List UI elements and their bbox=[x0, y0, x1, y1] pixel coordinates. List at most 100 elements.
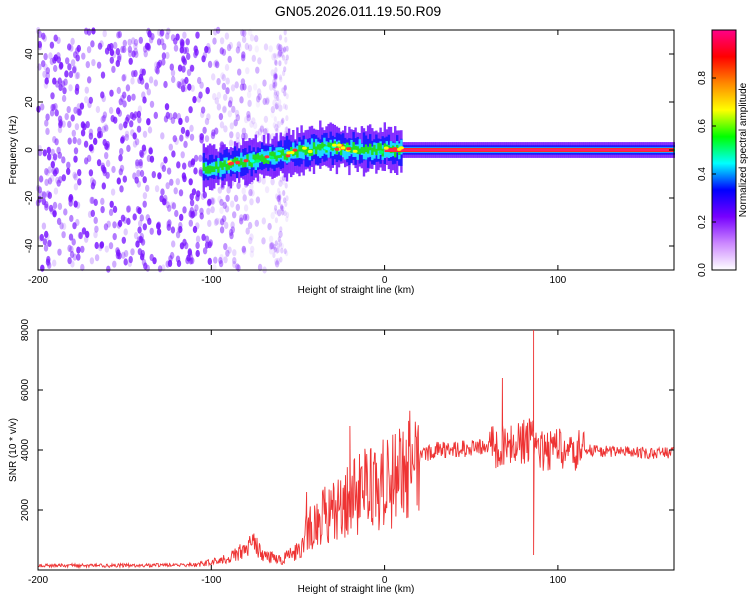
heatmap-cell bbox=[97, 42, 103, 50]
heatmap-cell bbox=[136, 169, 141, 177]
heatmap-cell bbox=[256, 88, 262, 96]
heatmap-cell bbox=[257, 128, 263, 136]
heatmap-cell bbox=[219, 37, 225, 45]
heatmap-cell bbox=[273, 247, 277, 253]
heatmap-cell bbox=[285, 54, 289, 61]
heatmap-cell bbox=[195, 222, 200, 230]
heatmap-cell bbox=[54, 138, 59, 146]
heatmap-ridge-cell bbox=[221, 162, 224, 170]
heatmap-cell bbox=[75, 201, 81, 209]
heatmap-cell bbox=[273, 59, 278, 65]
heatmap-ridge-cell bbox=[258, 155, 262, 161]
heatmap-cell bbox=[241, 187, 246, 195]
heatmap-cell bbox=[276, 195, 281, 203]
heatmap-cell bbox=[223, 125, 228, 133]
heatmap-cell bbox=[187, 248, 192, 256]
heatmap-ridge-cell bbox=[377, 142, 380, 151]
heatmap-cell bbox=[279, 205, 284, 211]
spectrogram-y-ticks: -40 -20 0 20 40 bbox=[24, 48, 674, 253]
heatmap-cell bbox=[65, 57, 70, 65]
heatmap-cell bbox=[41, 222, 47, 230]
heatmap-ridge-cell bbox=[300, 147, 303, 159]
heatmap-cell bbox=[251, 117, 256, 125]
heatmap-cell bbox=[277, 187, 281, 194]
heatmap-cell bbox=[274, 72, 278, 79]
heatmap-cell bbox=[138, 36, 143, 44]
heatmap-cell bbox=[161, 58, 166, 66]
heatmap-cell bbox=[146, 154, 152, 162]
heatmap-hot-cell bbox=[325, 147, 331, 151]
heatmap-cell bbox=[201, 55, 206, 63]
heatmap-cell bbox=[121, 74, 126, 82]
heatmap-cell bbox=[128, 256, 133, 264]
heatmap-cell bbox=[107, 43, 112, 52]
heatmap-cell bbox=[49, 174, 55, 182]
heatmap-cell bbox=[237, 68, 242, 76]
heatmap-cell bbox=[211, 73, 216, 81]
heatmap-cell bbox=[282, 103, 286, 110]
heatmap-cell bbox=[189, 124, 194, 132]
heatmap-cell bbox=[156, 38, 162, 46]
heatmap-cell bbox=[56, 217, 62, 225]
heatmap-cell bbox=[235, 114, 240, 122]
heatmap-cell bbox=[242, 213, 248, 221]
heatmap-cell bbox=[226, 44, 232, 52]
heatmap-cell bbox=[75, 54, 80, 62]
heatmap-ridge-cell bbox=[217, 166, 220, 173]
heatmap-cell bbox=[182, 58, 188, 66]
heatmap-cell bbox=[45, 127, 50, 135]
heatmap-cell bbox=[211, 197, 216, 205]
heatmap-cell bbox=[165, 260, 170, 268]
heatmap-hot-cell bbox=[340, 146, 346, 150]
heatmap-cell bbox=[276, 90, 280, 97]
heatmap-cell bbox=[221, 74, 226, 82]
heatmap-ridge-cell bbox=[321, 144, 324, 156]
spectrogram-x-ticks: -200 -100 0 100 bbox=[28, 30, 567, 286]
heatmap-cell bbox=[212, 37, 217, 45]
heatmap-cell bbox=[274, 123, 279, 132]
heatmap-cell bbox=[122, 73, 127, 81]
heatmap-cell bbox=[105, 159, 111, 167]
heatmap-cell bbox=[165, 51, 170, 60]
heatmap-cell bbox=[51, 156, 57, 164]
x-tick-label: 0 bbox=[382, 275, 388, 286]
heatmap-cell bbox=[39, 233, 44, 242]
heatmap-cell bbox=[259, 125, 265, 133]
heatmap-cell bbox=[280, 243, 284, 249]
heatmap-cell bbox=[149, 155, 155, 163]
heatmap-cell bbox=[255, 196, 261, 204]
heatmap-cell bbox=[280, 51, 284, 58]
heatmap-cell bbox=[229, 122, 234, 130]
heatmap-cell bbox=[272, 78, 276, 85]
heatmap-cell bbox=[134, 138, 140, 146]
heatmap-cell bbox=[166, 27, 171, 35]
heatmap-ridge-cell bbox=[225, 163, 228, 171]
heatmap-cell bbox=[80, 129, 86, 137]
heatmap-cell bbox=[272, 81, 278, 89]
heatmap-cell bbox=[233, 194, 239, 202]
heatmap-cell bbox=[275, 120, 280, 129]
heatmap-cell bbox=[279, 76, 283, 83]
heatmap-cell bbox=[271, 53, 276, 61]
heatmap-ridge-cell bbox=[356, 146, 359, 154]
heatmap-cell bbox=[166, 167, 172, 175]
heatmap-cell bbox=[132, 132, 137, 140]
heatmap-cell bbox=[73, 147, 79, 155]
heatmap-cell bbox=[67, 120, 72, 128]
heatmap-cell bbox=[233, 119, 238, 127]
heatmap-cell bbox=[53, 64, 58, 73]
heatmap-cell bbox=[89, 196, 94, 204]
heatmap-ridge-cell bbox=[379, 143, 382, 151]
heatmap-cell bbox=[222, 105, 227, 113]
colorbar-tick-label: 0.0 bbox=[697, 263, 708, 277]
heatmap-cell bbox=[119, 148, 124, 156]
heatmap-cell bbox=[223, 93, 228, 101]
heatmap-cell bbox=[275, 247, 279, 254]
heatmap-cell bbox=[273, 91, 278, 99]
heatmap-ridge-cell bbox=[211, 166, 214, 173]
heatmap-cell bbox=[165, 32, 170, 40]
heatmap-cell bbox=[274, 67, 278, 73]
heatmap-cell bbox=[167, 219, 172, 227]
heatmap-hot-cell bbox=[285, 154, 291, 158]
heatmap-cell bbox=[45, 233, 50, 241]
